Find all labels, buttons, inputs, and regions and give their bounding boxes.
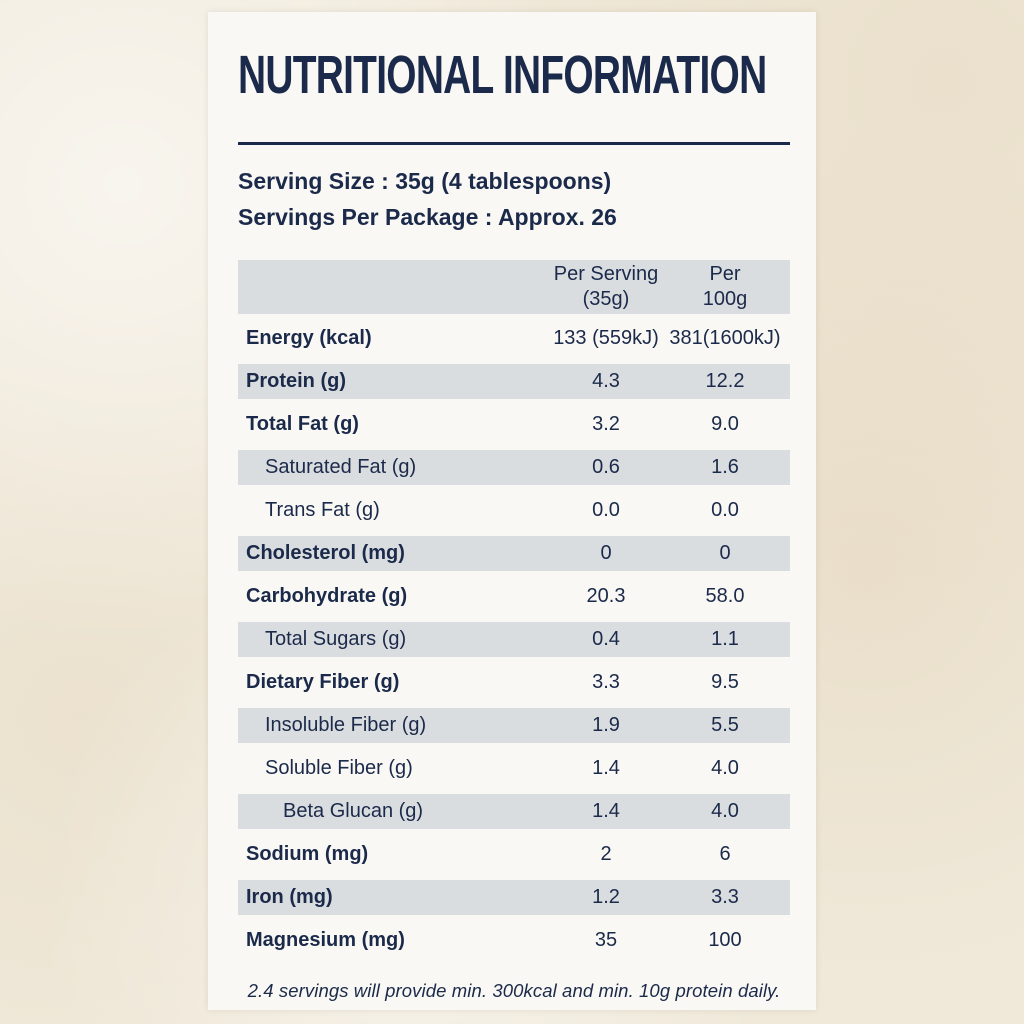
column-header-per-100g: Per 100g (666, 262, 784, 312)
nutrient-name: Trans Fat (g) (265, 499, 380, 521)
per-serving-value: 3.3 (592, 671, 620, 693)
per-100g-value: 0 (719, 542, 731, 564)
table-body: Energy (kcal) 133 (559kJ) 381(1600kJ) Pr… (238, 317, 790, 962)
page-title-text: NUTRITIONAL INFORMATION (238, 45, 767, 105)
per-100g-value: 6 (719, 843, 731, 865)
nutrient-name: Dietary Fiber (g) (246, 671, 400, 693)
nutrient-name: Carbohydrate (g) (246, 585, 408, 607)
per-serving-value: 2 (600, 843, 612, 865)
table-row: Magnesium (mg) 35 100 (238, 919, 790, 962)
nutrient-name: Sodium (mg) (246, 843, 369, 865)
per-100g-value: 9.5 (711, 671, 739, 693)
serving-size-line: Serving Size : 35g (4 tablespoons) (238, 168, 612, 194)
table-header-row: Per Serving (35g) Per 100g (238, 257, 790, 317)
table-row: Soluble Fiber (g) 1.4 4.0 (238, 747, 790, 790)
per-100g-value: 4.0 (711, 757, 739, 779)
footnote: 2.4 servings will provide min. 300kcal a… (247, 980, 781, 1001)
per-serving-value: 4.3 (592, 370, 620, 392)
nutrition-table: Per Serving (35g) Per 100g Energy (kcal)… (238, 257, 790, 962)
column-header-per-100g-line2: 100g (702, 288, 748, 310)
nutrient-name: Saturated Fat (g) (265, 456, 417, 478)
per-serving-value: 133 (559kJ) (553, 327, 659, 349)
per-serving-value: 0.0 (592, 499, 620, 521)
table-row: Saturated Fat (g) 0.6 1.6 (238, 446, 790, 489)
per-serving-value: 1.9 (592, 714, 620, 736)
per-100g-value: 58.0 (705, 585, 745, 607)
per-100g-value: 12.2 (705, 370, 745, 392)
per-serving-value: 1.4 (592, 800, 620, 822)
nutrient-name: Protein (g) (246, 370, 346, 392)
page-title: NUTRITIONAL INFORMATION (238, 48, 790, 102)
per-serving-value: 20.3 (586, 585, 626, 607)
per-100g-value: 100 (708, 929, 742, 951)
nutrient-name: Iron (mg) (246, 886, 333, 908)
table-row: Beta Glucan (g) 1.4 4.0 (238, 790, 790, 833)
table-row: Total Sugars (g) 0.4 1.1 (238, 618, 790, 661)
per-100g-value: 4.0 (711, 800, 739, 822)
column-header-per-serving-line1: Per Serving (553, 263, 659, 285)
table-row: Dietary Fiber (g) 3.3 9.5 (238, 661, 790, 704)
table-row: Sodium (mg) 2 6 (238, 833, 790, 876)
nutrient-name: Energy (kcal) (246, 327, 372, 349)
per-serving-value: 3.2 (592, 413, 620, 435)
per-serving-value: 35 (594, 929, 618, 951)
nutrient-name: Magnesium (mg) (246, 929, 405, 951)
nutrition-label-card: NUTRITIONAL INFORMATION Serving Size : 3… (208, 12, 816, 1010)
per-100g-value: 1.6 (711, 456, 739, 478)
table-row: Trans Fat (g) 0.0 0.0 (238, 489, 790, 532)
per-serving-value: 1.2 (592, 886, 620, 908)
per-100g-value: 9.0 (711, 413, 739, 435)
nutrient-name: Cholesterol (mg) (246, 542, 405, 564)
nutrient-name: Insoluble Fiber (g) (265, 714, 427, 736)
per-100g-value: 0.0 (711, 499, 739, 521)
table-row: Energy (kcal) 133 (559kJ) 381(1600kJ) (238, 317, 790, 360)
table-row: Carbohydrate (g) 20.3 58.0 (238, 575, 790, 618)
serving-info: Serving Size : 35g (4 tablespoons) Servi… (238, 163, 790, 235)
table-row: Iron (mg) 1.2 3.3 (238, 876, 790, 919)
title-divider (238, 142, 790, 145)
nutrient-name: Total Sugars (g) (265, 628, 407, 650)
table-row: Insoluble Fiber (g) 1.9 5.5 (238, 704, 790, 747)
per-100g-value: 5.5 (711, 714, 739, 736)
column-header-per-serving-line2: (35g) (582, 288, 630, 310)
nutrient-name: Beta Glucan (g) (283, 800, 424, 822)
nutrient-name: Soluble Fiber (g) (265, 757, 413, 779)
per-serving-value: 0 (600, 542, 612, 564)
nutrient-name: Total Fat (g) (246, 413, 359, 435)
per-100g-value: 381(1600kJ) (669, 327, 781, 349)
table-row: Cholesterol (mg) 0 0 (238, 532, 790, 575)
servings-per-package-line: Servings Per Package : Approx. 26 (238, 204, 617, 230)
per-serving-value: 1.4 (592, 757, 620, 779)
table-row: Total Fat (g) 3.2 9.0 (238, 403, 790, 446)
per-serving-value: 0.6 (592, 456, 620, 478)
table-row: Protein (g) 4.3 12.2 (238, 360, 790, 403)
column-header-per-serving: Per Serving (35g) (546, 262, 666, 312)
per-100g-value: 1.1 (711, 628, 739, 650)
per-100g-value: 3.3 (711, 886, 739, 908)
column-header-per-100g-line1: Per (709, 263, 741, 285)
per-serving-value: 0.4 (592, 628, 620, 650)
